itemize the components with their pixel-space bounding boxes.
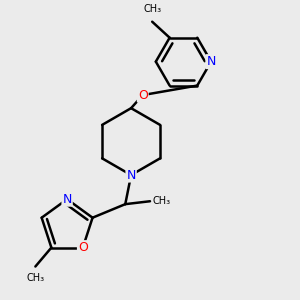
Text: N: N (62, 193, 72, 206)
Text: CH₃: CH₃ (26, 273, 44, 283)
Text: CH₃: CH₃ (153, 196, 171, 206)
Text: CH₃: CH₃ (143, 4, 161, 14)
Text: N: N (206, 55, 216, 68)
Text: O: O (78, 241, 88, 254)
Text: O: O (138, 88, 148, 102)
Text: N: N (126, 169, 136, 182)
